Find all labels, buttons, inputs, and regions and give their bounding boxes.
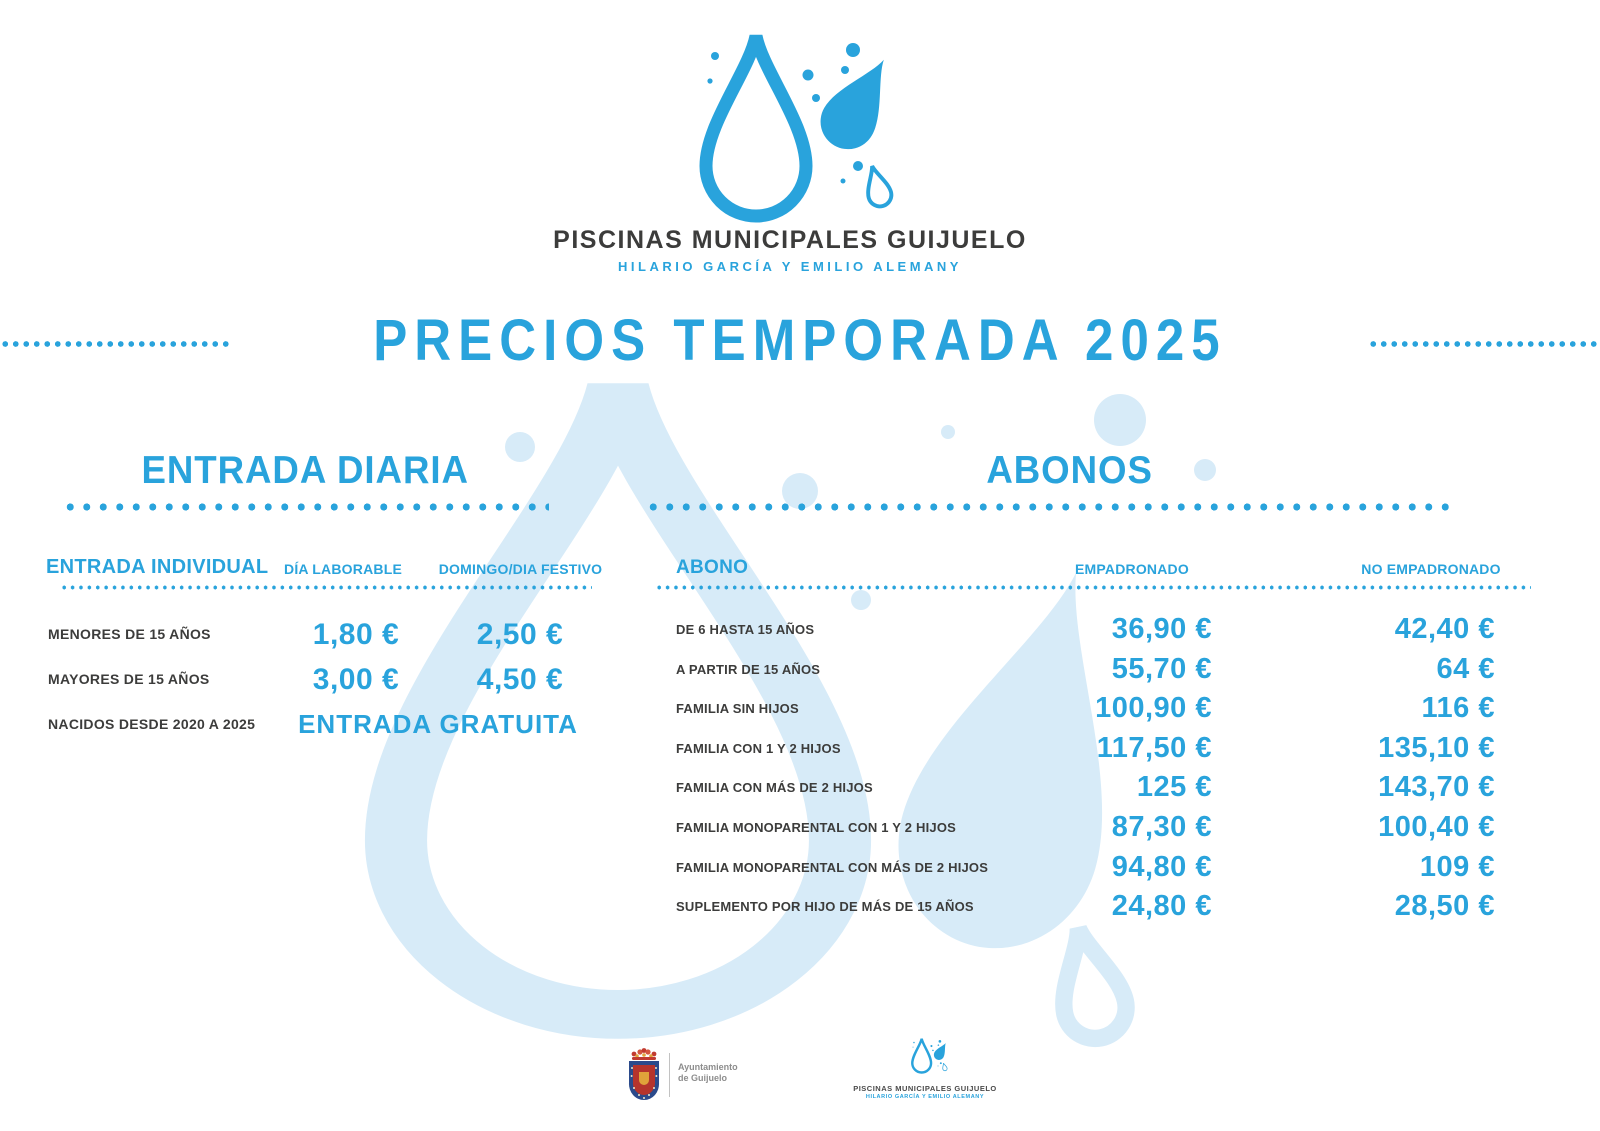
price-no-empadronado: 42,40 € bbox=[1394, 613, 1495, 645]
row-label: MENORES DE 15 AÑOS bbox=[48, 626, 211, 642]
entrada-col-header-festivo: DOMINGO/DIA FESTIVO bbox=[438, 561, 603, 577]
free-entry-value: ENTRADA GRATUITA bbox=[298, 709, 578, 739]
price-no-empadronado: 100,40 € bbox=[1378, 810, 1495, 843]
entrada-header-dotted-line bbox=[60, 585, 592, 590]
price-empadronado: 55,70 € bbox=[1111, 652, 1212, 685]
table-row: FAMILIA CON MÁS DE 2 HIJOS 125 € 143,70 … bbox=[640, 768, 1540, 808]
table-row: FAMILIA CON 1 Y 2 HIJOS 117,50 € 135,10 … bbox=[640, 729, 1540, 769]
section-title-entrada-diaria: ENTRADA DIARIA bbox=[141, 449, 469, 492]
price-no-empadronado: 143,70 € bbox=[1378, 771, 1495, 804]
title-dotted-line-right bbox=[1368, 340, 1600, 348]
page-title: PRECIOS TEMPORADA 2025 bbox=[373, 308, 1227, 373]
table-row: FAMILIA MONOPARENTAL CON MÁS DE 2 HIJOS … bbox=[640, 848, 1540, 888]
footer-brand-logo bbox=[898, 1037, 960, 1075]
row-label: MAYORES DE 15 AÑOS bbox=[48, 671, 210, 687]
row-label: FAMILIA SIN HIJOS bbox=[676, 701, 799, 717]
brand-name: PISCINAS MUNICIPALES GUIJUELO bbox=[553, 226, 1027, 254]
price-empadronado: 117,50 € bbox=[1096, 731, 1212, 764]
row-label: FAMILIA MONOPARENTAL CON 1 Y 2 HIJOS bbox=[676, 819, 956, 835]
title-dotted-line-left bbox=[0, 340, 233, 348]
price-no-empadronado: 109 € bbox=[1419, 850, 1495, 883]
entrada-col-header-laborable: DÍA LABORABLE bbox=[284, 561, 402, 577]
table-row: FAMILIA SIN HIJOS 100,90 € 116 € bbox=[640, 689, 1540, 729]
footer-brand-name: PISCINAS MUNICIPALES GUIJUELO bbox=[853, 1084, 997, 1093]
abonos-col-header-empadronado: EMPADRONADO bbox=[1075, 561, 1189, 577]
table-row: MENORES DE 15 AÑOS 1,80 € 2,50 € bbox=[40, 612, 600, 657]
table-row: SUPLEMENTO POR HIJO DE MÁS DE 15 AÑOS 24… bbox=[640, 887, 1540, 927]
footer-divider bbox=[669, 1053, 670, 1097]
price-no-empadronado: 116 € bbox=[1421, 692, 1495, 725]
row-label: SUPLEMENTO POR HIJO DE MÁS DE 15 AÑOS bbox=[676, 899, 974, 915]
row-label: FAMILIA MONOPARENTAL CON MÁS DE 2 HIJOS bbox=[676, 859, 989, 875]
row-label: NACIDOS DESDE 2020 A 2025 bbox=[48, 716, 256, 732]
abonos-col-header-no-empadronado: NO EMPADRONADO bbox=[1361, 561, 1501, 577]
row-label: FAMILIA CON MÁS DE 2 HIJOS bbox=[676, 780, 873, 796]
ayuntamiento-line1: Ayuntamiento bbox=[678, 1062, 738, 1072]
ayuntamiento-coat-of-arms bbox=[628, 1048, 660, 1100]
price-festivo: 4,50 € bbox=[476, 663, 564, 696]
abonos-col-header-abono: ABONO bbox=[676, 557, 749, 578]
entrada-section-dotted-line bbox=[62, 502, 549, 512]
entrada-col-header-individual: ENTRADA INDIVIDUAL bbox=[46, 556, 269, 578]
price-empadronado: 100,90 € bbox=[1095, 692, 1212, 725]
brand-subtitle: HILARIO GARCÍA Y EMILIO ALEMANY bbox=[618, 259, 962, 274]
price-festivo: 2,50 € bbox=[476, 618, 564, 651]
row-label: A PARTIR DE 15 AÑOS bbox=[676, 661, 821, 677]
price-empadronado: 87,30 € bbox=[1111, 810, 1212, 843]
price-empadronado: 36,90 € bbox=[1111, 613, 1212, 645]
water-drops-logo bbox=[630, 28, 960, 228]
section-title-abonos: ABONOS bbox=[986, 449, 1154, 492]
price-no-empadronado: 28,50 € bbox=[1394, 890, 1495, 923]
price-laborable: 1,80 € bbox=[312, 618, 400, 651]
price-no-empadronado: 135,10 € bbox=[1378, 731, 1495, 764]
abonos-header-dotted-line bbox=[655, 585, 1531, 590]
price-empadronado: 94,80 € bbox=[1111, 850, 1212, 883]
entrada-diaria-table: MENORES DE 15 AÑOS 1,80 € 2,50 € MAYORES… bbox=[40, 612, 600, 702]
table-row: A PARTIR DE 15 AÑOS 55,70 € 64 € bbox=[640, 650, 1540, 690]
abonos-table: DE 6 HASTA 15 AÑOS 36,90 € 42,40 € A PAR… bbox=[640, 610, 1540, 927]
price-laborable: 3,00 € bbox=[312, 663, 400, 696]
footer-brand-subtitle: HILARIO GARCÍA Y EMILIO ALEMANY bbox=[865, 1094, 985, 1100]
table-row: FAMILIA MONOPARENTAL CON 1 Y 2 HIJOS 87,… bbox=[640, 808, 1540, 848]
price-empadronado: 24,80 € bbox=[1111, 890, 1212, 923]
table-row: MAYORES DE 15 AÑOS 3,00 € 4,50 € bbox=[40, 657, 600, 702]
row-label: DE 6 HASTA 15 AÑOS bbox=[676, 622, 815, 637]
table-row: DE 6 HASTA 15 AÑOS 36,90 € 42,40 € bbox=[640, 610, 1540, 650]
table-row-free: NACIDOS DESDE 2020 A 2025 ENTRADA GRATUI… bbox=[40, 702, 600, 747]
row-label: FAMILIA CON 1 Y 2 HIJOS bbox=[676, 740, 841, 756]
ayuntamiento-line2: de Guijuelo bbox=[678, 1073, 728, 1083]
ayuntamiento-label: Ayuntamiento de Guijuelo bbox=[678, 1062, 738, 1084]
price-empadronado: 125 € bbox=[1136, 771, 1212, 804]
price-no-empadronado: 64 € bbox=[1436, 652, 1495, 685]
abonos-section-dotted-line bbox=[645, 502, 1452, 512]
